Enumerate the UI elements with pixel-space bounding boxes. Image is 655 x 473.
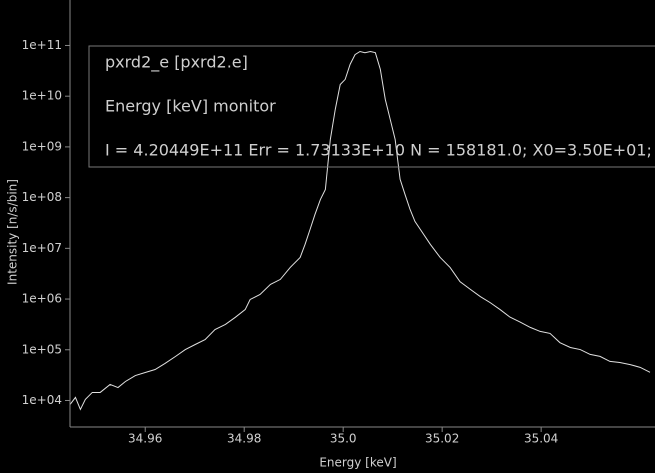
legend-box xyxy=(88,45,655,168)
x-tick-label: 35.0 xyxy=(330,432,357,446)
data-line xyxy=(70,50,651,411)
annotation: Energy [keV] monitor xyxy=(105,97,276,116)
x-tick-label: 34.96 xyxy=(128,432,162,446)
plot-area xyxy=(70,50,651,411)
annotation: I = 4.20449E+11 Err = 1.73133E+10 N = 15… xyxy=(105,141,655,160)
annotation: pxrd2_e [pxrd2.e] xyxy=(105,53,248,73)
y-tick-label: 1e+09 xyxy=(22,139,62,153)
y-tick-label: 1e+10 xyxy=(22,89,62,103)
y-tick-label: 1e+04 xyxy=(22,393,62,407)
y-tick-label: 1e+07 xyxy=(22,241,62,255)
x-tick-label: 35.04 xyxy=(524,432,558,446)
legend: pxrd2_e [pxrd2.e] Energy [keV] monitor I… xyxy=(88,45,655,168)
y-tick-label: 1e+08 xyxy=(22,190,62,204)
y-tick-label: 1e+11 xyxy=(22,38,62,52)
x-tick-label: 34.98 xyxy=(227,432,261,446)
x-axis-label: Energy [keV] xyxy=(319,456,396,470)
y-axis-label: Intensity [n/s/bin] xyxy=(6,179,20,285)
x-tick-label: 35.02 xyxy=(425,432,459,446)
y-tick-label: 1e+05 xyxy=(22,342,62,356)
y-tick-label: 1e+06 xyxy=(22,292,62,306)
